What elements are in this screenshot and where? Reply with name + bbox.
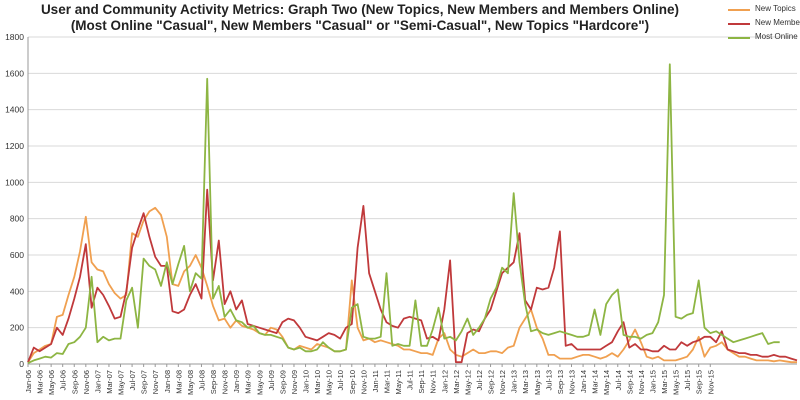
x-tick-label: May-10 [325, 370, 334, 395]
x-tick-label: Mar-15 [660, 370, 669, 394]
x-tick-label: Mar-13 [521, 370, 530, 394]
y-tick-label: 0 [19, 359, 24, 369]
x-tick-label: Sep-08 [209, 370, 218, 394]
x-tick-label: Sep-11 [417, 370, 426, 394]
x-tick-label: May-06 [47, 370, 56, 395]
x-tick-label: Nov-08 [221, 370, 230, 394]
series-line-new-members [27, 188, 798, 364]
x-tick-label: Nov-11 [429, 370, 438, 394]
x-tick-label: Jan-07 [93, 370, 102, 393]
series-lines [27, 63, 798, 364]
x-tick-label: Nov-09 [290, 370, 299, 394]
x-tick-label: May-15 [672, 370, 681, 395]
y-tick-label: 1400 [5, 105, 24, 115]
x-tick-label: Jul-08 [197, 370, 206, 390]
x-tick-label: Nov-15 [706, 370, 715, 394]
x-tick-label: Mar-07 [105, 370, 114, 394]
x-tick-label: Jan-09 [232, 370, 241, 393]
x-tick-label: May-09 [255, 370, 264, 395]
x-tick-label: Jul-15 [683, 370, 692, 390]
y-tick-label: 1000 [5, 177, 24, 187]
x-tick-label: Mar-06 [36, 370, 45, 394]
x-tick-label: Jul-07 [128, 370, 137, 390]
x-tick-label: Jan-06 [24, 370, 33, 393]
x-tick-label: Mar-08 [174, 370, 183, 394]
chart-title: User and Community Activity Metrics: Gra… [40, 2, 680, 17]
x-tick-label: May-12 [463, 370, 472, 395]
x-tick-label: Sep-09 [278, 370, 287, 394]
x-tick-label: Jul-10 [336, 370, 345, 390]
x-tick-label: Jul-14 [614, 370, 623, 390]
x-tick-label: Sep-12 [487, 370, 496, 394]
x-tick-label: Sep-06 [70, 370, 79, 394]
x-tick-label: Sep-10 [348, 370, 357, 394]
x-tick-label: Jan-14 [579, 370, 588, 393]
x-tick-label: Jan-11 [371, 370, 380, 392]
y-tick-label: 1800 [5, 32, 24, 42]
x-tick-label: May-07 [117, 370, 126, 395]
x-tick-label: Mar-11 [382, 370, 391, 393]
x-tick-label: Sep-15 [695, 370, 704, 394]
y-tick-label: 400 [10, 286, 24, 296]
y-tick-label: 1200 [5, 141, 24, 151]
x-tick-label: Jan-15 [648, 370, 657, 393]
y-tick-label: 800 [10, 214, 24, 224]
x-tick-label: Jul-06 [59, 370, 68, 390]
x-tick-label: Mar-09 [244, 370, 253, 394]
y-tick-label: 1600 [5, 68, 24, 78]
x-tick-label: Nov-13 [568, 370, 577, 394]
x-tick-label: May-13 [533, 370, 542, 395]
x-tick-label: Nov-12 [498, 370, 507, 394]
x-tick-label: Jan-13 [510, 370, 519, 393]
x-tick-label: Jul-09 [267, 370, 276, 390]
series-line-most-online [27, 63, 780, 364]
x-tick-label: Mar-12 [452, 370, 461, 394]
x-tick-label: Jan-12 [440, 370, 449, 393]
x-tick-label: Jul-12 [475, 370, 484, 390]
x-tick-label: Nov-14 [637, 370, 646, 394]
x-tick-label: May-14 [602, 370, 611, 395]
y-tick-label: 200 [10, 323, 24, 333]
x-tick-label: Nov-07 [151, 370, 160, 394]
legend-label: New Members [755, 18, 800, 27]
legend-label: Most Online [755, 32, 798, 41]
x-tick-label: Nov-10 [359, 370, 368, 394]
x-tick-label: Mar-14 [591, 370, 600, 394]
chart-subtitle: (Most Online "Casual", New Members "Casu… [70, 18, 650, 33]
gridlines [28, 36, 797, 365]
axes [27, 37, 797, 367]
series-line-new-topics [27, 206, 797, 364]
x-tick-label: Mar-10 [313, 370, 322, 394]
x-tick-label: May-11 [394, 370, 403, 394]
x-tick-label: Jul-11 [406, 370, 415, 390]
x-tick-label: Jul-13 [544, 370, 553, 390]
x-tick-label: Nov-06 [82, 370, 91, 394]
x-tick-label: Sep-07 [140, 370, 149, 394]
x-tick-label: Sep-14 [625, 370, 634, 394]
x-tick-label: Sep-13 [556, 370, 565, 394]
y-tick-label: 600 [10, 250, 24, 260]
x-tick-label: Jan-08 [163, 370, 172, 393]
legend-swatch [728, 9, 750, 11]
legend-swatch [728, 37, 750, 39]
legend-label: New Topics [755, 4, 796, 13]
legend-swatch [728, 23, 750, 25]
x-tick-label: May-08 [186, 370, 195, 395]
x-tick-label: Jan-10 [302, 370, 311, 393]
